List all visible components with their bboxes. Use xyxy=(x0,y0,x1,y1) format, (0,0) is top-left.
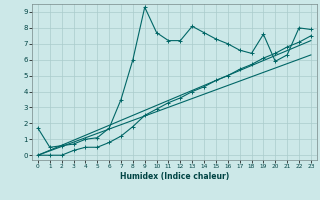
X-axis label: Humidex (Indice chaleur): Humidex (Indice chaleur) xyxy=(120,172,229,181)
